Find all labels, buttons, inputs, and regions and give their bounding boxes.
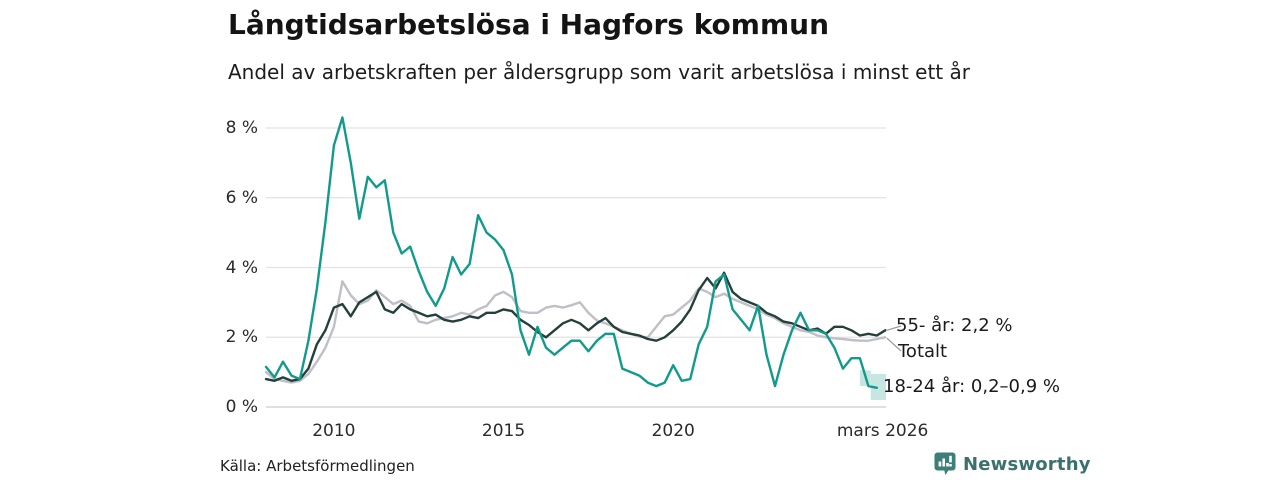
- uncertainty-band: [870, 373, 886, 401]
- annotation-55-ar: 55- år: 2,2 %: [896, 315, 1013, 336]
- annotation-connector: [886, 325, 902, 331]
- y-axis-tick-label: 8 %: [225, 118, 258, 138]
- page-title: Långtidsarbetslösa i Hagfors kommun: [228, 8, 830, 41]
- y-axis-tick-label: 6 %: [225, 187, 258, 208]
- annotation-connector: [886, 337, 902, 352]
- plot-svg: [264, 116, 902, 408]
- x-axis-tick-label: 2010: [312, 421, 356, 441]
- series-line-18-24-r: [264, 116, 878, 389]
- series-line-55-r: [264, 271, 887, 382]
- x-axis-tick-label: mars 2026: [836, 421, 929, 441]
- annotation-18-24-ar: 18-24 år: 0,2–0,9 %: [883, 376, 1061, 397]
- y-axis-tick-label: 0 %: [225, 397, 258, 417]
- y-axis-tick-label: 4 %: [225, 257, 258, 278]
- series-line-totalt: [264, 280, 887, 384]
- x-axis-tick-label: 2015: [481, 421, 526, 441]
- newsworthy-brand[interactable]: Newsworthy: [934, 452, 1091, 476]
- x-axis-tick-label: 2020: [651, 421, 695, 441]
- source-text: Källa: Arbetsförmedlingen: [220, 457, 415, 475]
- newsworthy-logo-icon: [934, 452, 956, 476]
- newsworthy-wordmark: Newsworthy: [963, 453, 1091, 475]
- page-subtitle: Andel av arbetskraften per åldersgrupp s…: [228, 60, 970, 84]
- annotation-totalt: Totalt: [898, 341, 948, 362]
- y-axis-tick-label: 2 %: [225, 327, 258, 348]
